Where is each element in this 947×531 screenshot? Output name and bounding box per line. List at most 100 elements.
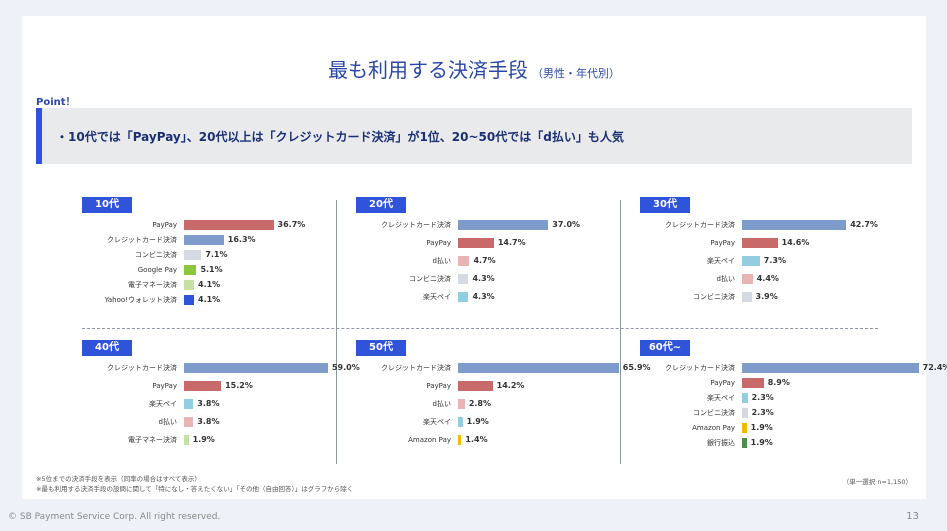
value-label: 37.0% (552, 220, 581, 229)
category-label: Amazon Pay (408, 436, 451, 444)
bar (742, 378, 764, 388)
bar-row: 楽天ペイ 4.3% (356, 291, 626, 303)
bar-row: d払い 3.8% (82, 416, 352, 428)
category-label: 銀行振込 (707, 439, 735, 447)
bar (458, 238, 494, 248)
bar-row: Google Pay 5.1% (82, 264, 352, 276)
chart-panel-40s: 40代 クレジットカード決済 59.0% PayPay 15.2% 楽天ペイ 3.8% d払い… (82, 340, 360, 458)
value-label: 15.2% (225, 381, 253, 390)
category-label: 楽天ペイ (423, 418, 451, 426)
category-label: コンビニ決済 (693, 409, 735, 417)
category-label: クレジットカード決済 (381, 221, 451, 229)
value-label: 1.9% (750, 423, 773, 432)
footnote-1: ※5位までの決済手段を表示（同率の場合はすべて表示） (36, 475, 201, 483)
category-label: コンビニ決済 (409, 275, 451, 283)
value-label: 4.4% (756, 274, 779, 283)
bar-row: d払い 4.7% (356, 255, 626, 267)
bar (184, 363, 328, 373)
bar-row: PayPay 15.2% (82, 380, 352, 392)
value-label: 65.9% (622, 363, 651, 372)
category-label: 楽天ペイ (423, 293, 451, 301)
chart-title-badge: 60代~ (640, 340, 690, 356)
footnote-2: ※最も利用する決済手段の設問に関して「特になし・答えたくない」「その他（自由回答… (36, 485, 354, 493)
bar (184, 295, 194, 305)
bar (742, 393, 748, 403)
category-label: Google Pay (137, 266, 177, 274)
value-label: 8.9% (767, 378, 790, 387)
bar (742, 363, 919, 373)
value-label: 4.3% (472, 292, 495, 301)
bar-row: クレジットカード決済 16.3% (82, 234, 352, 246)
title-subtitle: （男性・年代別） (532, 67, 620, 80)
bar (458, 292, 469, 302)
category-label: d払い (432, 257, 451, 265)
value-label: 59.0% (331, 363, 360, 372)
bar (184, 235, 224, 245)
category-label: 楽天ペイ (707, 394, 735, 402)
value-label: 42.7% (850, 220, 878, 229)
bar-row: 楽天ペイ 3.8% (82, 398, 352, 410)
category-label: 電子マネー決済 (128, 436, 177, 444)
bar (184, 381, 222, 391)
value-label: 36.7% (277, 220, 306, 229)
page-number: 13 (906, 511, 919, 522)
bar (742, 256, 760, 266)
bar (742, 220, 847, 230)
bar-row: クレジットカード決済 72.4% (640, 362, 947, 374)
chart-panel-30s: 30代 クレジットカード決済 42.7% PayPay 14.6% 楽天ペイ 7.3% d払い… (640, 197, 910, 315)
bar-row: PayPay 8.9% (640, 377, 910, 389)
category-label: d払い (716, 275, 735, 283)
point-text: ・10代では「PayPay」、20代以上は「クレジットカード決済」が1位、20~… (56, 130, 624, 144)
value-label: 4.1% (198, 295, 221, 304)
value-label: 1.9% (466, 417, 489, 426)
point-label: Point！ (36, 97, 76, 108)
bar-row: クレジットカード決済 37.0% (356, 219, 626, 231)
category-label: コンビニ決済 (135, 251, 177, 259)
category-label: PayPay (426, 239, 451, 247)
value-label: 14.2% (496, 381, 525, 390)
category-label: PayPay (152, 382, 177, 390)
bar-row: d払い 4.4% (640, 273, 910, 285)
bar-row: Amazon Pay 1.9% (640, 422, 910, 434)
value-label: 14.7% (497, 238, 526, 247)
value-label: 7.1% (205, 250, 228, 259)
category-label: クレジットカード決済 (381, 364, 451, 372)
category-label: d払い (432, 400, 451, 408)
bar (742, 423, 747, 433)
category-label: クレジットカード決済 (665, 364, 735, 372)
category-label: PayPay (710, 379, 735, 387)
value-label: 5.1% (200, 265, 223, 274)
bar (742, 438, 747, 448)
value-label: 1.9% (750, 438, 773, 447)
bar (458, 363, 619, 373)
value-label: 4.7% (473, 256, 496, 265)
chart-title-badge: 10代 (82, 197, 132, 213)
page-title: 最も利用する決済手段 （男性・年代別） (22, 54, 926, 83)
value-label: 14.6% (781, 238, 810, 247)
category-label: 電子マネー決済 (128, 281, 177, 289)
category-label: PayPay (710, 239, 735, 247)
bar-row: d払い 2.8% (356, 398, 626, 410)
bar-row: コンビニ決済 2.3% (640, 407, 910, 419)
value-label: 72.4% (922, 363, 947, 372)
chart-panel-60s: 60代~クレジットカード決済72.4%PayPay8.9%楽天ペイ2.3%コンビ… (640, 340, 947, 458)
bar-row: 電子マネー決済 1.9% (82, 434, 352, 446)
chart-panel-10s: 10代 PayPay 36.7% クレジットカード決済 16.3% コンビニ決済 7.1% G… (82, 197, 352, 315)
bar (742, 408, 748, 418)
bar (458, 256, 470, 266)
category-label: 楽天ペイ (707, 257, 735, 265)
category-label: クレジットカード決済 (665, 221, 735, 229)
bar-row: クレジットカード決済 65.9% (356, 362, 651, 374)
bar (184, 220, 274, 230)
bar-row: 楽天ペイ 7.3% (640, 255, 910, 267)
bar-row: コンビニ決済 7.1% (82, 249, 352, 261)
value-label: 1.4% (465, 435, 488, 444)
category-label: PayPay (152, 221, 177, 229)
bar-row: PayPay 36.7% (82, 219, 352, 231)
bar (458, 274, 469, 284)
chart-title-badge: 50代 (356, 340, 406, 356)
bar (458, 435, 462, 445)
bar-row: 銀行振込 1.9% (640, 437, 910, 449)
value-label: 1.9% (192, 435, 215, 444)
bar (184, 399, 194, 409)
